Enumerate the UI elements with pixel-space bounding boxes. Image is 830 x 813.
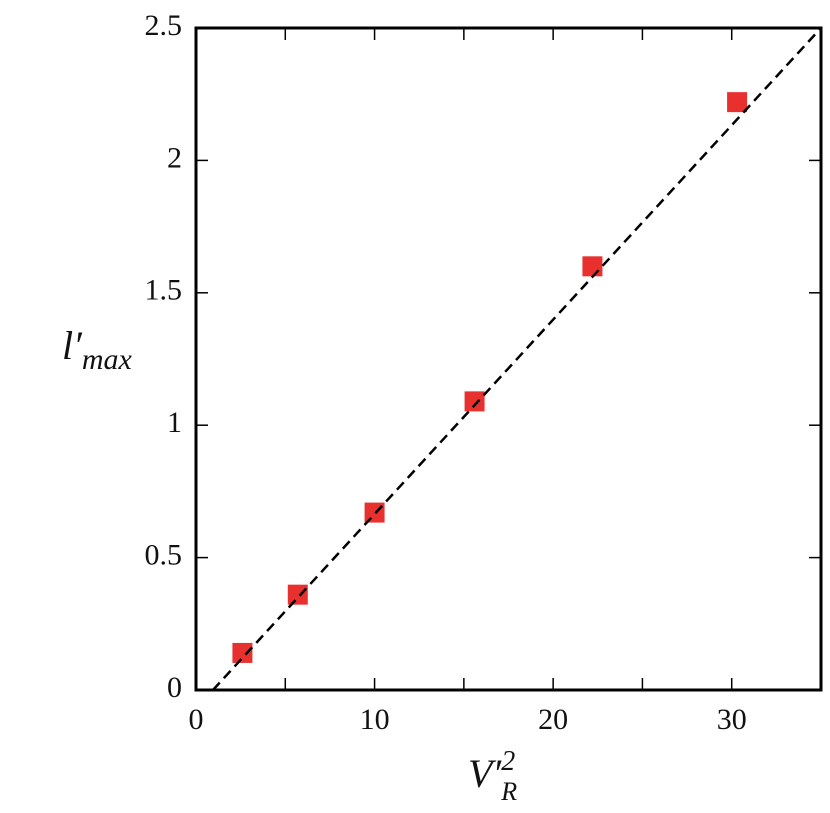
x-label-sub: R [500, 777, 517, 806]
plot-frame [194, 26, 823, 692]
data-point [232, 642, 253, 663]
x-label-sup: 2 [501, 746, 515, 777]
data-point [464, 391, 485, 412]
fit-line [212, 27, 822, 691]
x-tick-label: 0 [189, 703, 204, 736]
data-point [727, 92, 748, 113]
y-tick-label: 1 [167, 406, 182, 439]
x-tick-label: 20 [538, 703, 568, 736]
x-tick-label: 30 [717, 703, 747, 736]
data-point [582, 256, 603, 277]
y-tick-label: 0.5 [145, 538, 183, 571]
x-tick-label: 10 [360, 703, 390, 736]
y-tick-label: 0 [167, 671, 182, 704]
x-label-base: V′ [468, 751, 502, 796]
y-axis-label: l′max [62, 323, 133, 376]
y-tick-label: 1.5 [145, 274, 183, 307]
x-axis-label: V′2 R [468, 746, 517, 806]
y-tick-label: 2.5 [145, 9, 183, 42]
data-point [287, 584, 308, 605]
y-tick-label: 2 [167, 141, 182, 174]
y-label-sub: max [82, 343, 133, 376]
y-label-base: l′ [62, 323, 83, 368]
